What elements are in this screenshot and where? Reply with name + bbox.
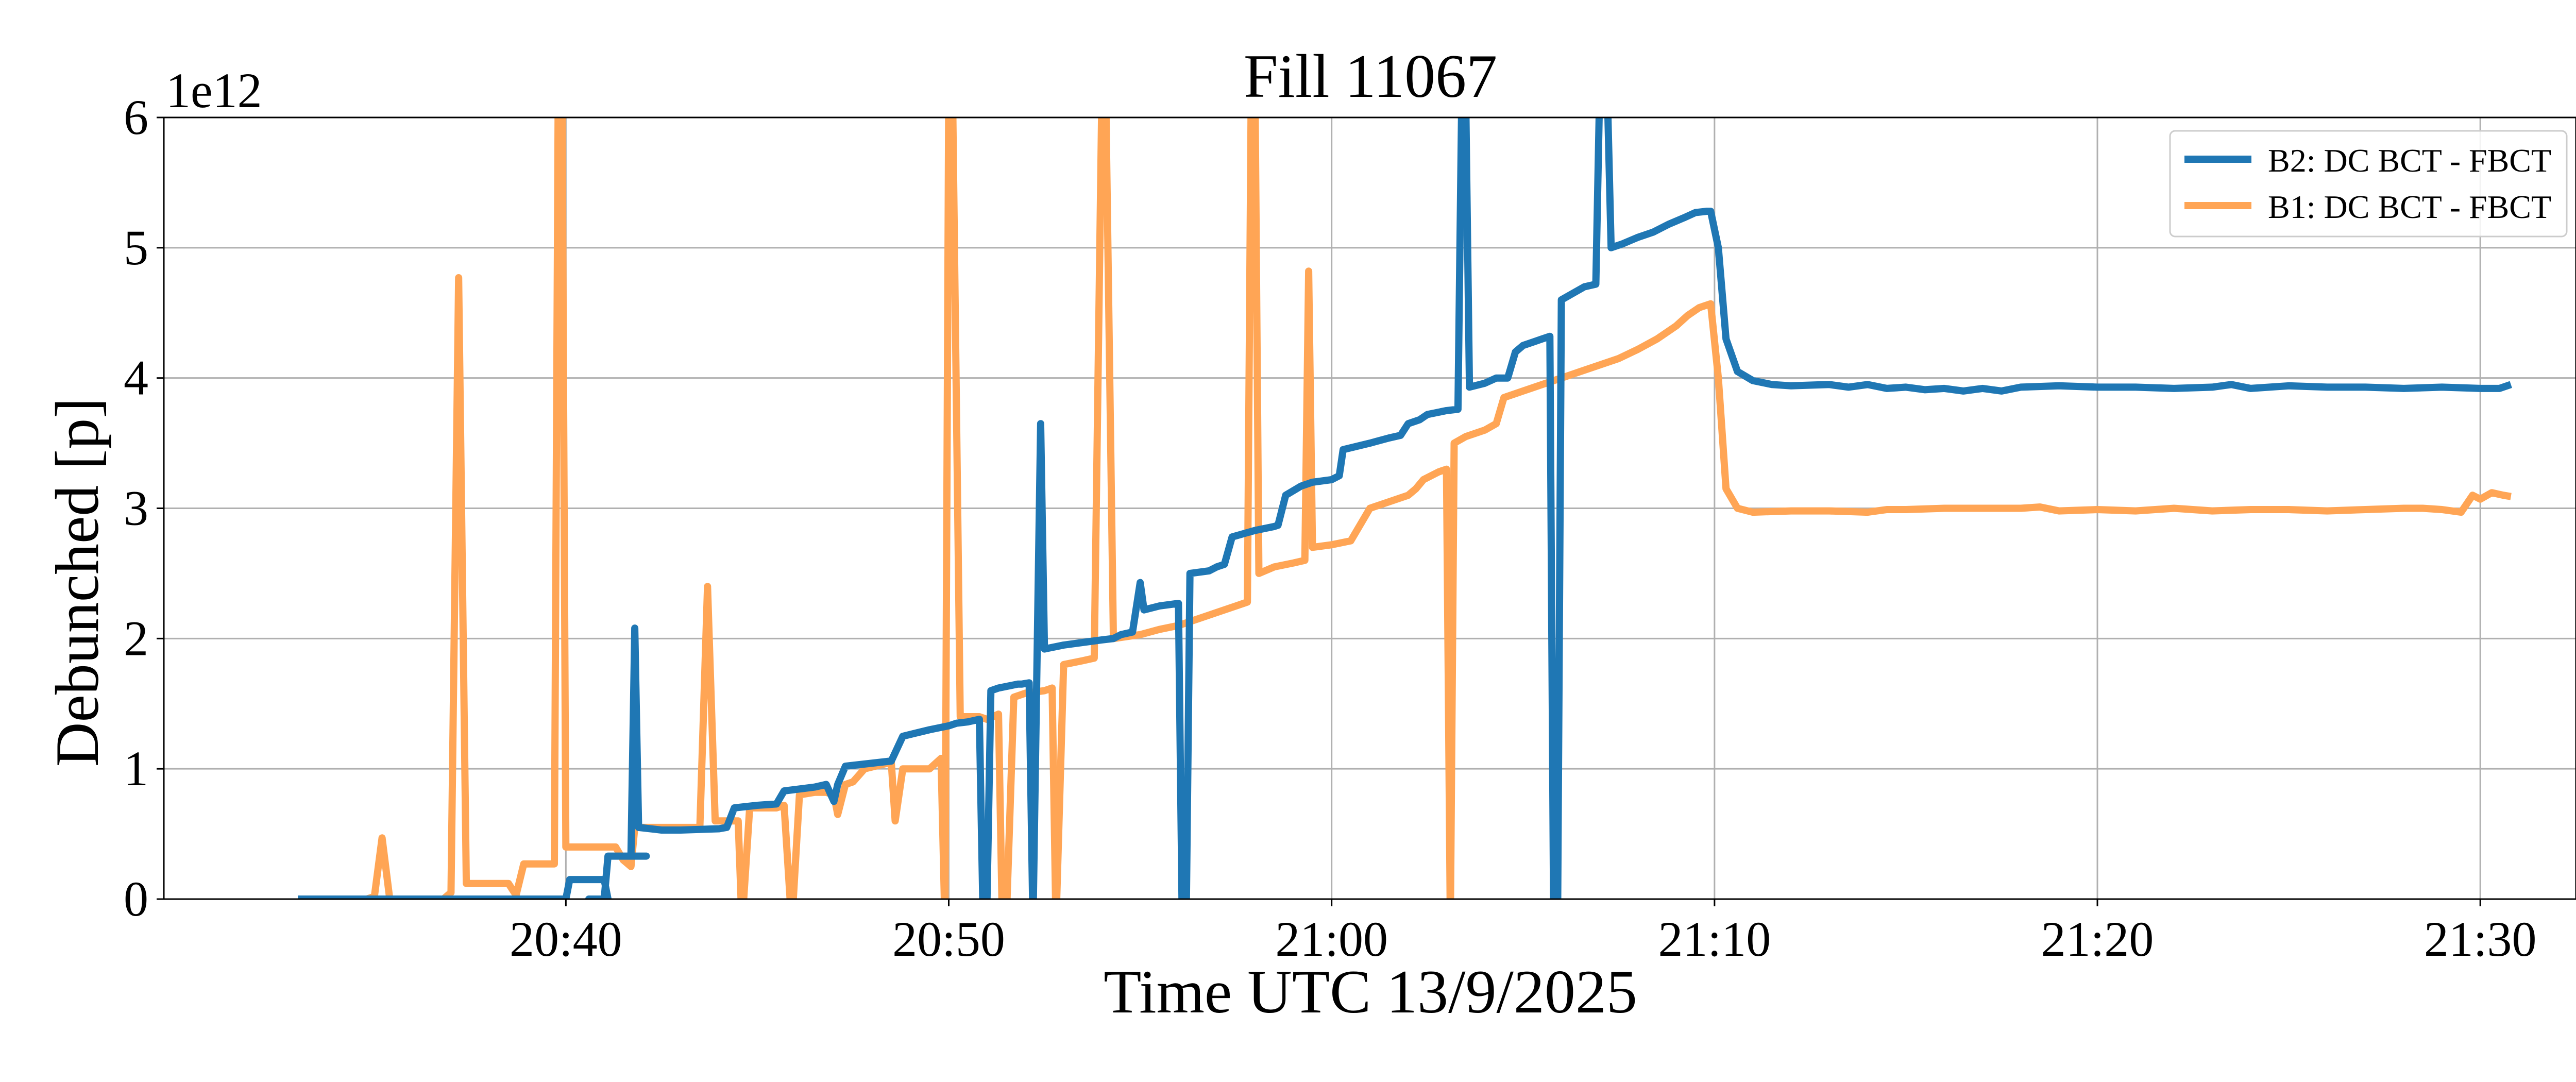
y-tick-label: 5 [124, 220, 148, 275]
x-tick-label: 21:20 [2041, 911, 2154, 967]
ticks: 20:40 20:50 21:00 21:10 21:20 21:30 0 1 2 3 4 5 6 [124, 90, 2537, 967]
series-layer [298, 117, 2512, 899]
x-axis-label: Time UTC 13/9/2025 [1104, 957, 1637, 1026]
y-tick-label: 6 [124, 90, 148, 145]
x-tick-label: 21:00 [1275, 911, 1388, 967]
y-tick-label: 2 [124, 611, 148, 666]
legend-label: B2: DC BCT - FBCT [2268, 142, 2551, 179]
y-tick-label: 0 [124, 871, 148, 926]
x-tick-label: 21:30 [2424, 911, 2537, 967]
legend-label: B1: DC BCT - FBCT [2268, 189, 2551, 225]
x-tick-label: 20:50 [892, 911, 1005, 967]
x-tick-label: 20:40 [510, 911, 622, 967]
legend-box [2169, 130, 2568, 238]
y-axis-offset-label: 1e12 [166, 63, 262, 118]
chart-title: Fill 11067 [1244, 42, 1497, 110]
y-tick-label: 1 [124, 741, 148, 796]
y-tick-label: 3 [124, 481, 148, 536]
series-line-b2 [298, 117, 2512, 899]
x-tick-label: 21:10 [1658, 911, 1771, 967]
y-tick-label: 4 [124, 350, 148, 405]
y-axis-label: Debunched [p] [43, 398, 111, 767]
legend: B2: DC BCT - FBCT B1: DC BCT - FBCT [2169, 130, 2568, 238]
